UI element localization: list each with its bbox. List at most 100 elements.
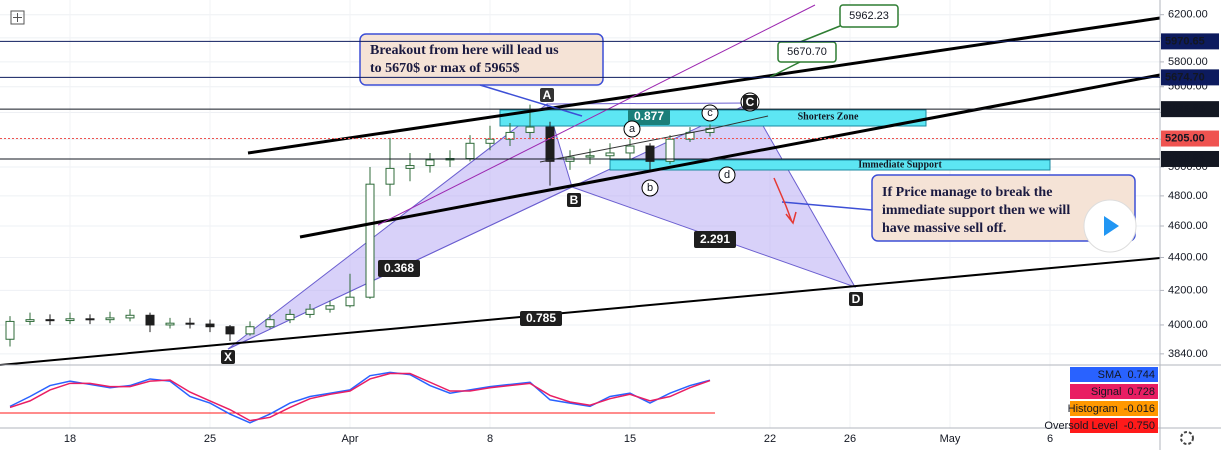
price-label: 5425.65	[1165, 103, 1205, 115]
candle-body	[705, 127, 715, 133]
candle-body	[465, 142, 475, 160]
legend-name: SMA	[1098, 369, 1123, 381]
x-tick-label: May	[940, 433, 961, 445]
candle-body	[325, 305, 335, 310]
x-tick-label: 22	[764, 433, 776, 445]
note-text: immediate support then we will	[882, 203, 1070, 218]
play-button[interactable]	[1083, 199, 1137, 253]
arrow	[773, 177, 797, 225]
point-box	[540, 88, 554, 102]
target-label: 5962.23	[849, 10, 889, 22]
x-tick-label: 18	[64, 433, 76, 445]
ratio-label: 0.368	[384, 261, 414, 275]
ratio-box	[694, 231, 736, 248]
candle-body	[385, 167, 395, 185]
point-label: C	[746, 95, 755, 109]
wedge-line	[714, 115, 769, 129]
x-tick-label: 25	[204, 433, 216, 445]
legend-name: Oversold Level	[1044, 420, 1117, 432]
layout-icon[interactable]	[10, 10, 25, 25]
point-label: A	[543, 88, 552, 102]
target-label: 5670.70	[787, 46, 827, 58]
candle-body	[85, 318, 95, 321]
note-text: to 5670$ or max of 5965$	[370, 61, 519, 76]
sub-point-circle	[718, 166, 736, 184]
point-box	[743, 95, 757, 109]
y-tick-label: 4800.00	[1168, 190, 1208, 202]
y-tick-label: 5800.00	[1168, 56, 1208, 68]
note-pointer	[781, 201, 873, 211]
x-tick-label: 26	[844, 433, 856, 445]
candle-body	[365, 183, 375, 298]
price-label-box	[1161, 33, 1219, 50]
candle-body	[105, 317, 115, 321]
price-label: 5970.65	[1165, 35, 1205, 47]
point-label: D	[852, 292, 861, 306]
legend-name: Histogram	[1068, 403, 1118, 415]
price-label: 5674.70	[1165, 71, 1205, 83]
candle-body	[525, 126, 535, 133]
candle-body	[145, 314, 155, 326]
y-tick-label: 6200.00	[1168, 9, 1208, 21]
trend-line	[247, 16, 1161, 155]
legend-box	[1070, 384, 1158, 399]
legend-label: SMA 0.744	[1098, 369, 1155, 381]
ratio-box	[520, 311, 562, 326]
legend-value: 0.744	[1127, 369, 1155, 381]
candle-body	[285, 313, 295, 321]
note-text: Breakout from here will lead us	[370, 43, 559, 58]
sub-point-circle	[623, 120, 641, 138]
target-pointer	[799, 25, 841, 43]
price-label: 5205.00	[1165, 132, 1205, 144]
target-box	[777, 41, 837, 63]
note-text: If Price manage to break the	[882, 185, 1052, 200]
note-pointer	[479, 84, 583, 117]
sub-point-label: b	[647, 182, 653, 194]
candles	[5, 104, 715, 347]
legend-value: -0.750	[1124, 420, 1155, 432]
sub-point-label: d	[724, 169, 730, 181]
candle-body	[505, 131, 515, 140]
ratio-label: 2.291	[700, 232, 730, 246]
settings-icon[interactable]	[1180, 431, 1194, 445]
y-tick-label: 4200.00	[1168, 284, 1208, 296]
indicator-line	[9, 372, 711, 422]
candle-body	[585, 155, 595, 158]
point-label: X	[224, 350, 232, 364]
overlay: 3840.00 4000.00 4200.00 4400.00 4600.00 4800.…	[0, 9, 1219, 445]
price-label-box	[1161, 101, 1219, 118]
y-tick-label: 4600.00	[1168, 220, 1208, 232]
price-label-box	[1161, 69, 1219, 86]
target-box	[839, 4, 899, 28]
candle-body	[485, 138, 495, 144]
candle-body	[665, 138, 675, 162]
candle-body	[25, 319, 35, 322]
sub-point-label: c	[707, 107, 713, 119]
ratio-box	[628, 109, 670, 125]
candle-body	[5, 320, 15, 340]
candle-body	[265, 319, 275, 328]
legend-value: -0.016	[1124, 403, 1155, 415]
note-text: have massive sell off.	[882, 221, 1006, 236]
sub-point-label: a	[629, 123, 636, 135]
sub-point-circle	[641, 179, 659, 197]
legend-value: 0.728	[1127, 386, 1155, 398]
candle-body	[405, 165, 415, 169]
play-icon	[1104, 216, 1119, 236]
x-tick-label: 15	[624, 433, 636, 445]
ratio-label: 0.785	[526, 311, 556, 325]
candle-body	[45, 319, 55, 322]
point-box	[567, 193, 581, 207]
support-zone	[609, 159, 1051, 171]
price-label: 5056.83	[1165, 153, 1205, 165]
candle-body	[165, 322, 175, 326]
x-tick-label: 8	[487, 433, 493, 445]
point-box	[849, 292, 863, 306]
ratio-box	[378, 260, 420, 277]
candle-body	[345, 296, 355, 307]
candle-body	[125, 314, 135, 319]
candle-body	[425, 159, 435, 167]
trend-line	[299, 73, 1161, 239]
candle-body	[65, 318, 75, 322]
